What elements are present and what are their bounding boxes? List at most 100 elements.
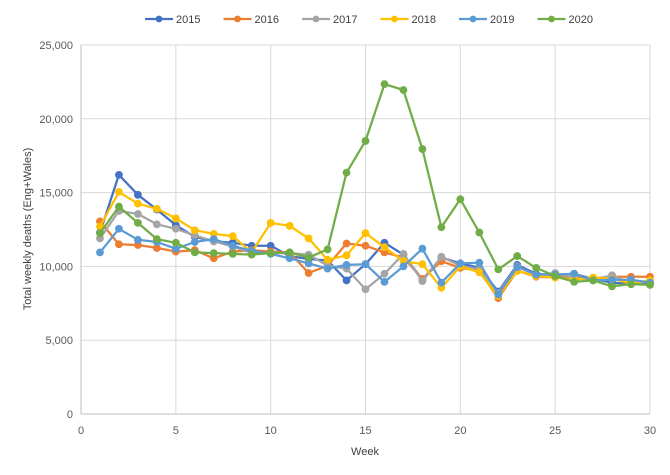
data-point-2017 <box>437 252 446 261</box>
data-point-2018 <box>475 268 484 277</box>
legend-item-2016: 2016 <box>223 14 279 26</box>
data-point-2020 <box>494 265 503 274</box>
data-point-2018 <box>152 204 161 213</box>
data-point-2020 <box>589 276 597 285</box>
data-point-2019 <box>115 224 123 233</box>
legend-label: 2018 <box>412 14 436 26</box>
data-point-2020 <box>115 202 123 211</box>
data-point-2020 <box>551 272 560 280</box>
data-point-2015 <box>115 170 123 179</box>
data-point-2018 <box>134 199 142 208</box>
data-point-2018 <box>266 218 275 227</box>
data-point-2020 <box>532 263 541 272</box>
data-point-2019 <box>342 261 351 269</box>
data-point-2020 <box>152 235 161 243</box>
y-tick-label: 25,000 <box>39 40 73 52</box>
data-point-2020 <box>646 280 654 289</box>
data-point-2018 <box>285 221 294 230</box>
data-point-2019 <box>513 263 522 272</box>
data-point-2015 <box>342 276 351 285</box>
data-point-2019 <box>418 244 427 253</box>
data-point-2019 <box>190 238 199 246</box>
data-point-2018 <box>115 187 123 196</box>
data-point-2016 <box>361 241 370 250</box>
data-point-2016 <box>304 269 313 277</box>
legend-label: 2020 <box>569 14 593 26</box>
series-group <box>96 80 654 303</box>
data-point-2020 <box>399 86 408 94</box>
data-point-2020 <box>475 228 484 237</box>
legend-swatch-marker <box>548 15 555 23</box>
data-point-2017 <box>171 224 180 233</box>
y-tick-label: 15,000 <box>39 188 73 200</box>
data-point-2016 <box>342 239 351 248</box>
data-point-2020 <box>134 218 142 227</box>
x-tick-label: 0 <box>78 425 84 437</box>
data-point-2018 <box>171 214 180 223</box>
data-point-2019 <box>437 278 446 287</box>
y-tick-label: 10,000 <box>39 261 73 273</box>
data-point-2020 <box>247 250 256 259</box>
data-point-2019 <box>228 241 237 250</box>
data-point-2019 <box>323 264 332 273</box>
legend-label: 2016 <box>255 14 279 26</box>
data-point-2019 <box>399 262 408 271</box>
data-point-2017 <box>399 249 408 258</box>
data-point-2019 <box>494 290 503 299</box>
x-tick-label: 30 <box>644 425 656 437</box>
series-2020 <box>96 80 654 291</box>
data-point-2017 <box>134 210 142 218</box>
data-point-2020 <box>608 282 616 291</box>
data-point-2020 <box>285 248 294 257</box>
y-tick-label: 5,000 <box>45 335 73 347</box>
data-point-2018 <box>304 234 313 243</box>
data-point-2020 <box>513 252 522 260</box>
legend-swatch-marker <box>391 15 398 23</box>
data-point-2020 <box>627 280 635 289</box>
data-point-2020 <box>228 249 237 258</box>
x-tick-label: 25 <box>549 425 561 437</box>
legend-swatch-marker <box>155 15 163 23</box>
data-point-2020 <box>304 253 313 262</box>
x-tick-label: 20 <box>454 425 466 437</box>
data-point-2018 <box>361 229 370 238</box>
data-point-2019 <box>209 235 218 243</box>
data-point-2019 <box>475 258 484 267</box>
data-point-2017 <box>380 269 389 278</box>
data-point-2019 <box>361 260 370 269</box>
data-point-2020 <box>342 168 351 177</box>
data-point-2019 <box>134 235 142 244</box>
data-point-2020 <box>570 277 579 286</box>
data-point-2019 <box>608 275 616 284</box>
data-point-2019 <box>570 269 579 278</box>
data-point-2018 <box>190 226 199 235</box>
data-point-2019 <box>532 270 541 279</box>
data-point-2020 <box>456 195 465 204</box>
legend-item-2015: 2015 <box>145 14 200 26</box>
y-tick-label: 0 <box>67 409 73 421</box>
legend-swatch-marker <box>312 15 320 23</box>
legend-label: 2015 <box>176 14 200 26</box>
data-point-2019 <box>380 277 389 286</box>
data-point-2018 <box>228 232 237 241</box>
x-tick-label: 15 <box>359 425 371 437</box>
data-point-2017 <box>361 285 370 294</box>
axes: 0 5,000 10,000 15,000 20,000 25,000 0 5 10 15 20 25… <box>39 40 656 437</box>
data-point-2016 <box>115 240 123 249</box>
data-point-2020 <box>437 223 446 232</box>
legend-swatch-marker <box>469 15 477 23</box>
legend: 2015 2016 2017 2018 2019 2020 <box>145 14 593 26</box>
legend-item-2018: 2018 <box>380 14 436 26</box>
data-point-2017 <box>418 277 427 286</box>
x-tick-label: 5 <box>173 425 179 437</box>
legend-swatch-marker <box>234 15 241 23</box>
legend-item-2019: 2019 <box>459 14 514 26</box>
legend-label: 2019 <box>490 14 514 26</box>
legend-label: 2017 <box>333 14 357 26</box>
data-point-2018 <box>342 251 351 260</box>
x-axis-title: Week <box>351 446 379 458</box>
data-point-2020 <box>266 249 275 258</box>
data-point-2020 <box>361 137 370 145</box>
data-point-2020 <box>209 249 218 258</box>
